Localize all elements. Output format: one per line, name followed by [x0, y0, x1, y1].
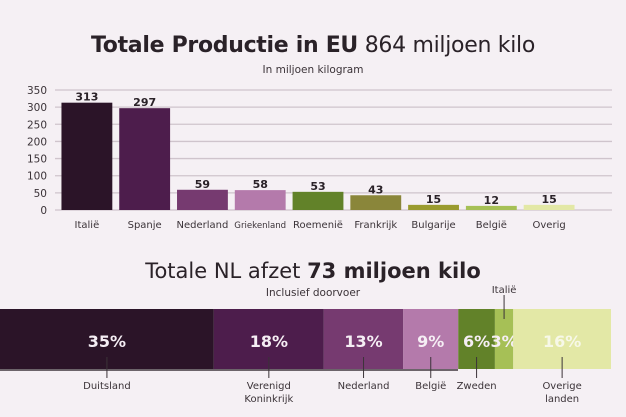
segment-category-label: Koninkrijk: [244, 394, 293, 405]
x-tick-label: Frankrijk: [354, 220, 397, 231]
y-tick-label: 150: [27, 154, 47, 166]
stacked-segment: [494, 309, 514, 369]
chart2-subtitle: Inclusief doorvoer: [265, 287, 361, 299]
segment-category-label: Duitsland: [83, 381, 131, 392]
chart2-title: Totale NL afzet 73 miljoen kilo: [0, 259, 626, 283]
bar-value-label: 313: [75, 91, 98, 104]
x-tick-label: Italië: [75, 220, 100, 231]
segment-category-label: Italië: [492, 285, 517, 296]
segment-category-label: België: [415, 381, 446, 392]
segment-value-label: 9%: [417, 332, 444, 351]
bar: [234, 190, 286, 210]
segment-category-label: Verenigd: [247, 381, 291, 392]
x-tick-label: Bulgarije: [411, 220, 455, 231]
bar-value-label: 15: [426, 193, 441, 206]
y-tick-label: 250: [27, 119, 47, 131]
segment-category-label: Zweden: [457, 381, 497, 392]
x-tick-label: Spanje: [128, 220, 162, 231]
segment-category-label: Nederland: [338, 381, 390, 392]
bar-value-label: 58: [253, 178, 268, 191]
bar: [61, 102, 113, 210]
bar: [119, 108, 171, 210]
segment-value-label: 35%: [88, 332, 126, 351]
chart1-title: Totale Productie in EU 864 miljoen kilo: [0, 33, 626, 58]
y-tick-label: 200: [27, 136, 47, 148]
chart2-title-light: Totale NL afzet: [145, 259, 301, 283]
bar-value-label: 59: [195, 178, 210, 191]
chart1-subtitle: In miljoen kilogram: [262, 64, 364, 76]
bar: [350, 195, 402, 210]
y-tick-label: 300: [27, 102, 47, 114]
bar-value-label: 297: [133, 96, 156, 109]
y-tick-label: 50: [34, 188, 47, 200]
eu-production-bar-chart: 0 50 100 150 200 250 300 350 313 Italië 297 Spanje 5…: [27, 85, 612, 231]
segment-category-label: Overige: [542, 381, 581, 392]
segment-value-label: 18%: [250, 332, 288, 351]
x-tick-label: Nederland: [177, 220, 229, 231]
segment-value-label: 3%: [490, 332, 517, 351]
bar-value-label: 43: [368, 183, 383, 196]
bar-value-label: 15: [541, 193, 556, 206]
chart2-title-bold: 73 miljoen kilo: [307, 259, 481, 283]
segment-category-label: landen: [545, 394, 579, 405]
bar: [408, 204, 459, 210]
chart1-title-light: 864 miljoen kilo: [364, 33, 536, 58]
chart1-title-bold: Totale Productie in EU: [90, 33, 358, 58]
x-tick-label: Griekenland: [234, 221, 286, 231]
y-tick-label: 100: [27, 171, 47, 183]
x-tick-label: Roemenië: [293, 220, 343, 231]
x-tick-label: Overig: [533, 220, 566, 231]
bar: [292, 191, 344, 210]
y-tick-label: 350: [27, 85, 47, 97]
segment-value-label: 16%: [543, 332, 581, 351]
bar-value-label: 12: [484, 194, 499, 207]
segment-value-label: 13%: [344, 332, 382, 351]
segment-value-label: 6%: [463, 332, 490, 351]
bar: [177, 189, 228, 210]
y-tick-label: 0: [40, 205, 47, 217]
x-tick-label: België: [476, 220, 507, 231]
bar: [465, 205, 517, 210]
bar-value-label: 53: [310, 180, 325, 193]
bar: [523, 204, 575, 210]
